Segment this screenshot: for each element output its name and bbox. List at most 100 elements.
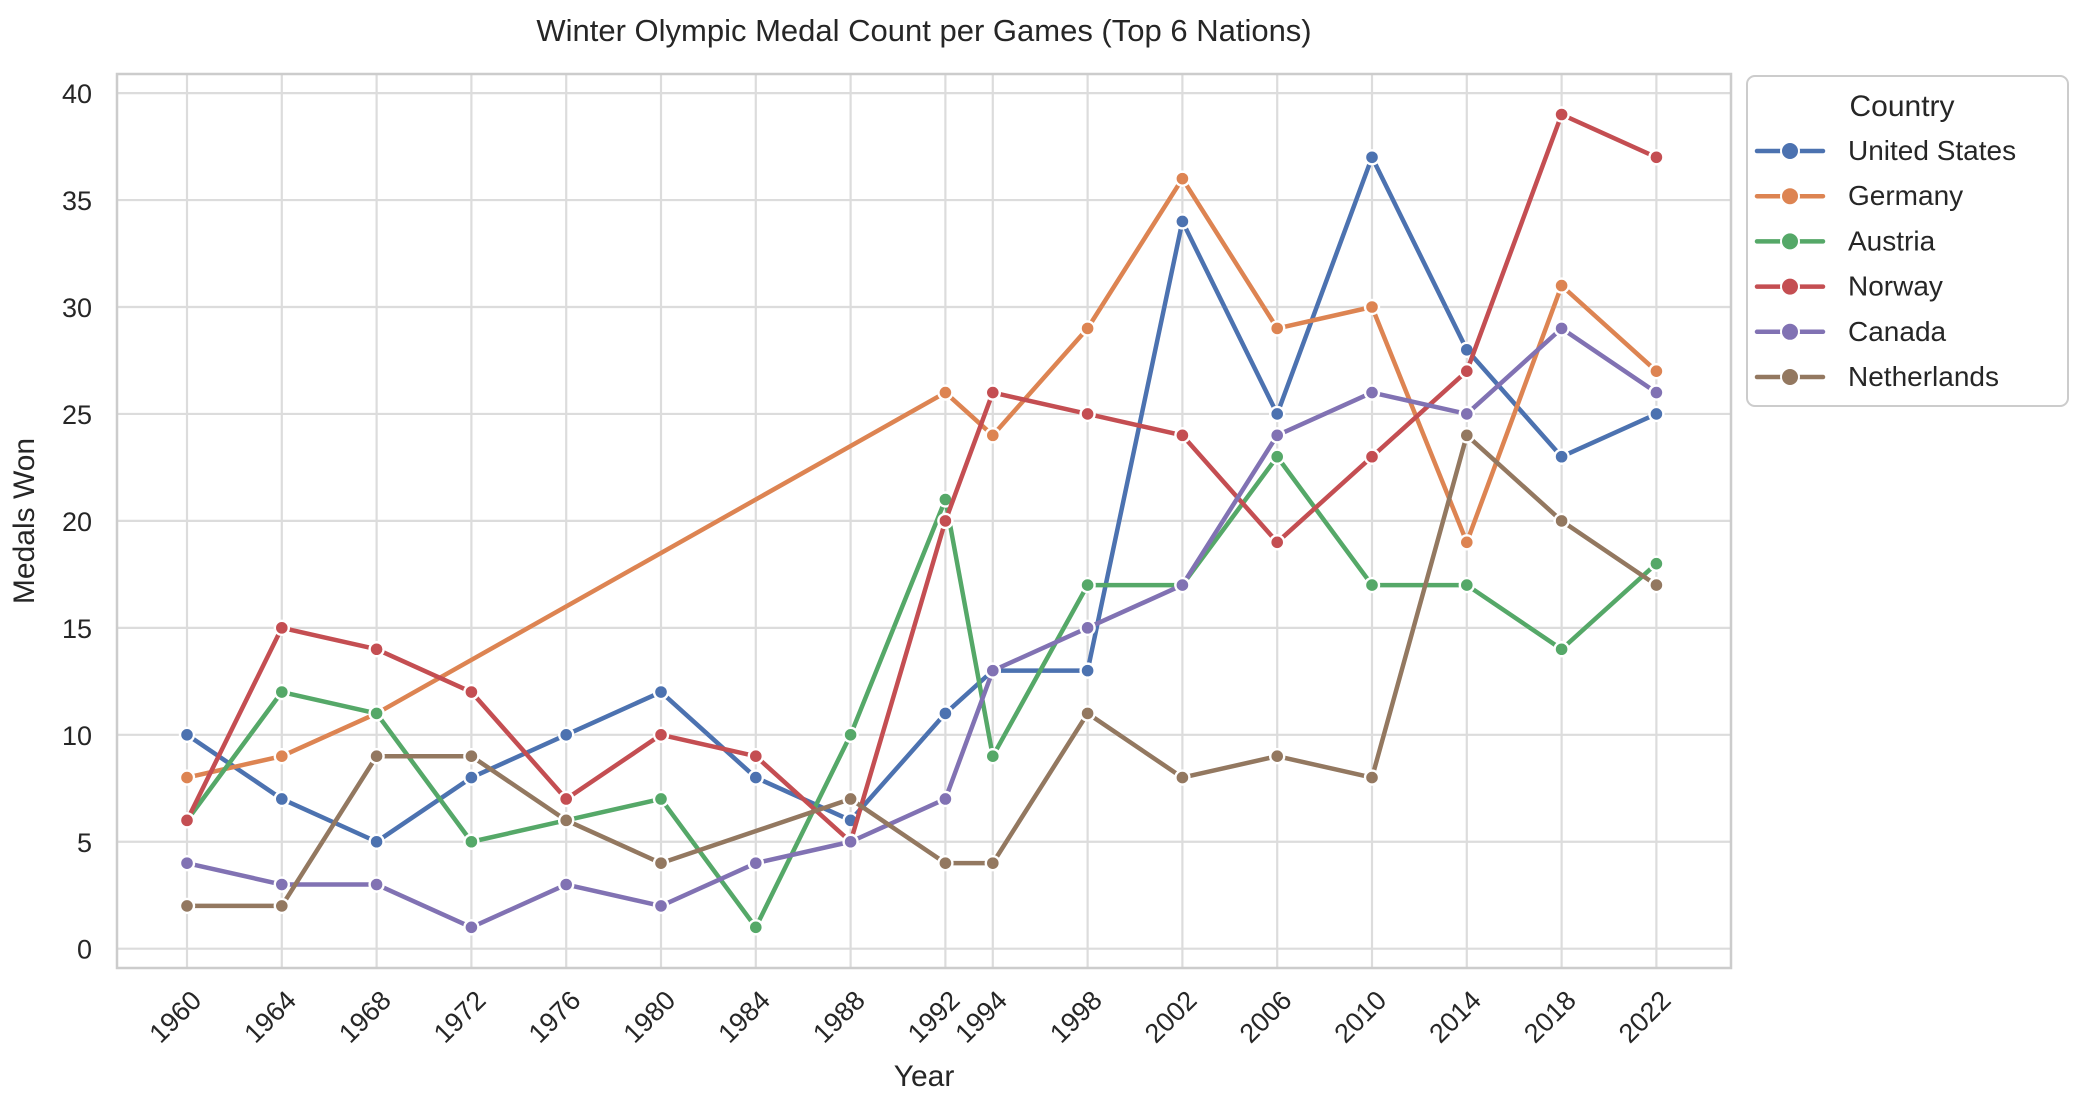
x-tick-label: 1972 xyxy=(428,985,492,1049)
united-states-point xyxy=(1174,213,1191,230)
plot-border xyxy=(115,72,1733,970)
netherlands-point xyxy=(984,854,1001,872)
united-states-point xyxy=(1268,405,1286,423)
legend-item-label: Netherlands xyxy=(1848,361,1999,392)
norway-point xyxy=(652,726,670,743)
legend-item-label: Germany xyxy=(1848,180,1963,211)
legend-item: Canada xyxy=(1754,316,1947,347)
x-tick-label: 1998 xyxy=(1044,985,1108,1049)
legend-item: Norway xyxy=(1754,271,1943,302)
canada-point xyxy=(273,876,290,893)
united-states-point xyxy=(1553,448,1570,465)
united-states-point xyxy=(368,833,385,850)
legend-item: United States xyxy=(1754,135,2016,166)
x-tick-labels: 1960 1964 1968 1972 1976 1980 1984 1988 19921994… xyxy=(144,985,1677,1049)
legend: Country United States Germany Austria Norwa… xyxy=(1746,75,2069,407)
y-tick-label: 35 xyxy=(62,186,92,216)
netherlands-point xyxy=(558,812,575,829)
austria-point xyxy=(368,705,385,722)
y-tick-label: 40 xyxy=(62,79,92,109)
x-tick-label: 2006 xyxy=(1234,985,1298,1049)
netherlands-point xyxy=(1079,705,1096,722)
legend-item-label: Norway xyxy=(1848,271,1943,302)
legend-item: Netherlands xyxy=(1754,361,1999,392)
norway-point xyxy=(1079,405,1096,423)
norway-point xyxy=(368,641,385,658)
netherlands-point xyxy=(842,790,859,808)
legend-marker xyxy=(1780,367,1800,387)
legend-item: Germany xyxy=(1754,180,1963,211)
austria-point xyxy=(1648,555,1665,572)
canada-point xyxy=(937,790,954,808)
x-tick-label: 1960 xyxy=(144,985,208,1049)
canada-point xyxy=(842,833,859,850)
netherlands-line xyxy=(184,433,1659,909)
x-axis-label: Year xyxy=(894,1060,955,1093)
canada-point xyxy=(558,876,575,893)
united-states-point xyxy=(1648,405,1665,423)
austria-point xyxy=(1363,576,1381,594)
germany-point xyxy=(178,769,196,786)
chart-title: Winter Olympic Medal Count per Games (To… xyxy=(536,13,1311,48)
norway-point xyxy=(1458,362,1476,380)
germany-point xyxy=(273,747,290,765)
legend-marker xyxy=(1780,186,1800,207)
legend-item-label: Canada xyxy=(1848,316,1947,347)
norway-point xyxy=(1363,448,1381,465)
norway-point xyxy=(1648,149,1665,166)
netherlands-point xyxy=(1174,769,1191,786)
norway-point xyxy=(273,619,290,637)
germany-point xyxy=(1458,534,1476,551)
legend-title: Country xyxy=(1849,90,1954,123)
y-tick-label: 15 xyxy=(62,614,92,644)
legend-item-label: United States xyxy=(1848,135,2016,166)
y-tick-label: 25 xyxy=(62,400,92,430)
x-tick-label: 2002 xyxy=(1139,985,1203,1049)
netherlands-point xyxy=(1553,512,1570,530)
germany-point xyxy=(937,384,954,401)
united-states-point xyxy=(463,769,480,786)
x-tick-label: 1968 xyxy=(333,985,397,1049)
netherlands-point xyxy=(273,897,290,915)
x-tick-label: 2018 xyxy=(1518,985,1582,1049)
legend-box xyxy=(1746,75,2069,407)
canada-point xyxy=(463,919,480,936)
austria-point xyxy=(1458,576,1476,594)
canada-point xyxy=(1079,619,1096,637)
germany-point xyxy=(984,427,1001,444)
austria-point xyxy=(747,919,764,936)
austria-point xyxy=(652,790,670,808)
germany-line xyxy=(184,176,1659,780)
netherlands-point xyxy=(178,897,196,915)
legend-marker xyxy=(1780,231,1800,252)
legend-marker xyxy=(1780,141,1800,161)
x-tick-label: 1964 xyxy=(238,985,302,1049)
canada-point xyxy=(652,897,670,915)
united-states-point xyxy=(273,790,290,808)
canada-point xyxy=(1174,576,1191,594)
austria-point xyxy=(463,833,480,850)
x-tick-label: 2010 xyxy=(1329,985,1393,1049)
y-tick-label: 20 xyxy=(62,507,92,537)
austria-point xyxy=(273,683,290,701)
netherlands-point xyxy=(1363,769,1381,786)
gridlines xyxy=(117,74,1731,968)
austria-point xyxy=(1268,448,1286,465)
x-tick-label: 1984 xyxy=(712,985,776,1049)
germany-point xyxy=(1174,170,1191,187)
germany-point xyxy=(1553,277,1570,294)
united-states-point xyxy=(652,683,670,701)
united-states-point xyxy=(747,769,764,786)
netherlands-point xyxy=(463,747,480,765)
series-group xyxy=(178,106,1665,936)
x-tick-label: 1980 xyxy=(618,985,682,1049)
netherlands-point xyxy=(1648,576,1665,594)
netherlands-point xyxy=(368,747,385,765)
norway-point xyxy=(1174,427,1191,444)
germany-point xyxy=(1079,320,1096,337)
austria-point xyxy=(984,747,1001,765)
austria-point xyxy=(1553,641,1570,658)
x-tick-label: 2014 xyxy=(1423,985,1487,1049)
norway-point xyxy=(1268,534,1286,551)
